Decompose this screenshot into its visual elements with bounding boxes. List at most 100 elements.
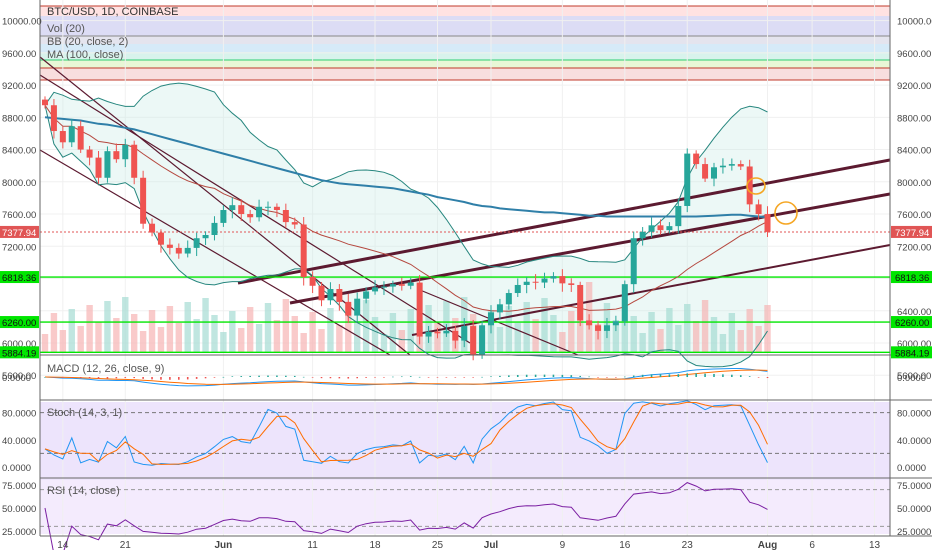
- volume-bar: [692, 321, 700, 352]
- left-axis-tick: 7600.00: [2, 210, 36, 221]
- left-current-price-text: 7377.94: [2, 228, 36, 239]
- candle: [327, 282, 334, 305]
- macd-histogram-bar: [249, 375, 251, 377]
- candle-body: [166, 244, 173, 248]
- left-level-tag-text: 6818.36: [2, 273, 36, 284]
- band-blue: [40, 16, 890, 36]
- highlight-circle-lower: [774, 201, 798, 225]
- candle: [113, 143, 120, 163]
- candle-body: [693, 153, 700, 165]
- candle: [693, 150, 700, 169]
- macd-histogram-bar: [383, 377, 385, 378]
- candle-body: [149, 223, 156, 233]
- candle: [657, 219, 664, 235]
- candle: [157, 229, 164, 253]
- band-green: [40, 60, 890, 68]
- left-stoch-tick: 80.0000: [2, 409, 36, 420]
- right-axis-tick: 6400.00: [897, 307, 931, 318]
- macd-histogram-bar: [650, 374, 653, 377]
- volume-bar: [764, 305, 771, 352]
- right-current-price-text: 7377.94: [895, 228, 929, 239]
- macd-histogram-bar: [677, 374, 680, 377]
- candle-body: [630, 238, 637, 285]
- macd-histogram-bar: [178, 377, 180, 380]
- macd-histogram-bar: [142, 377, 144, 379]
- right-current-price-bg: [891, 225, 932, 238]
- candle: [95, 151, 102, 185]
- candle: [612, 315, 619, 332]
- macd-histogram-bar: [79, 377, 82, 379]
- candle-body: [711, 167, 717, 179]
- candle-body: [256, 206, 263, 218]
- volume-bar: [50, 313, 58, 352]
- candle: [122, 138, 129, 168]
- macd-histogram-bar: [731, 374, 733, 377]
- highlight-circle-upper: [746, 177, 766, 195]
- candle: [50, 99, 57, 139]
- candle: [247, 209, 254, 223]
- candle-body: [193, 238, 200, 248]
- candle-body: [77, 126, 84, 150]
- rsi-label[interactable]: RSI (14, close): [47, 485, 120, 497]
- candle: [407, 277, 414, 290]
- volume-bar: [95, 322, 102, 352]
- candle-body: [488, 312, 494, 326]
- band-top-red: [40, 6, 890, 16]
- macd-label[interactable]: MACD (12, 26, close, 9): [47, 363, 164, 375]
- candle-body: [479, 325, 486, 356]
- candle: [595, 320, 602, 340]
- stoch-label[interactable]: Stoch (14, 3, 1): [47, 407, 122, 419]
- candle-body: [229, 205, 236, 211]
- indicator-vol-label[interactable]: Vol (20): [47, 23, 85, 35]
- right-level-tag-text: 6818.36: [895, 273, 929, 284]
- volume-bar: [362, 300, 370, 352]
- macd-histogram-bar: [722, 374, 724, 377]
- x-axis-tick: 13: [869, 540, 881, 550]
- macd-histogram-bar: [231, 376, 234, 377]
- candle: [318, 281, 325, 307]
- rsi-background: [40, 480, 890, 534]
- candle-body: [523, 281, 530, 285]
- macd-histogram-bar: [88, 377, 91, 379]
- candle: [728, 158, 735, 171]
- volume-bar: [309, 312, 316, 352]
- indicator-bb-label[interactable]: BB (20, close, 2): [47, 36, 128, 48]
- left-rsi-tick: 75.0000: [2, 481, 36, 492]
- macd-histogram-bar: [401, 376, 403, 378]
- band-red: [40, 68, 890, 80]
- candle: [256, 199, 263, 222]
- candle-body: [273, 206, 280, 211]
- candle-body: [50, 105, 57, 132]
- volume-bar: [139, 331, 147, 352]
- rsi-axis-tick: 25.0000: [897, 527, 931, 538]
- macd-histogram-bar: [374, 377, 376, 378]
- candle: [603, 317, 610, 339]
- volume-bar: [59, 330, 67, 352]
- candle-body: [684, 153, 691, 206]
- candle: [496, 298, 503, 320]
- volume-bar: [559, 332, 566, 352]
- macd-histogram-bar: [311, 377, 314, 378]
- macd-histogram-bar: [347, 377, 350, 379]
- candle: [193, 232, 200, 257]
- left-axis-tick: 10000.00: [2, 17, 42, 28]
- candle-body: [514, 284, 521, 294]
- indicator-ma-label[interactable]: MA (100, close): [47, 49, 123, 61]
- candle: [59, 126, 66, 149]
- macd-histogram-bar: [739, 375, 742, 377]
- macd-histogram-bar: [632, 375, 635, 377]
- macd-histogram-bar: [588, 376, 590, 378]
- candle: [470, 319, 477, 361]
- candle: [711, 162, 717, 187]
- macd-histogram-bar: [427, 377, 430, 378]
- candle: [702, 157, 709, 182]
- macd-histogram-bar: [481, 376, 483, 378]
- candle: [184, 240, 191, 258]
- volume-bar: [131, 314, 138, 352]
- left-axis-tick: 9200.00: [2, 81, 36, 92]
- candle-body: [416, 282, 423, 337]
- candle: [389, 280, 396, 293]
- macd-histogram-bar: [615, 377, 617, 378]
